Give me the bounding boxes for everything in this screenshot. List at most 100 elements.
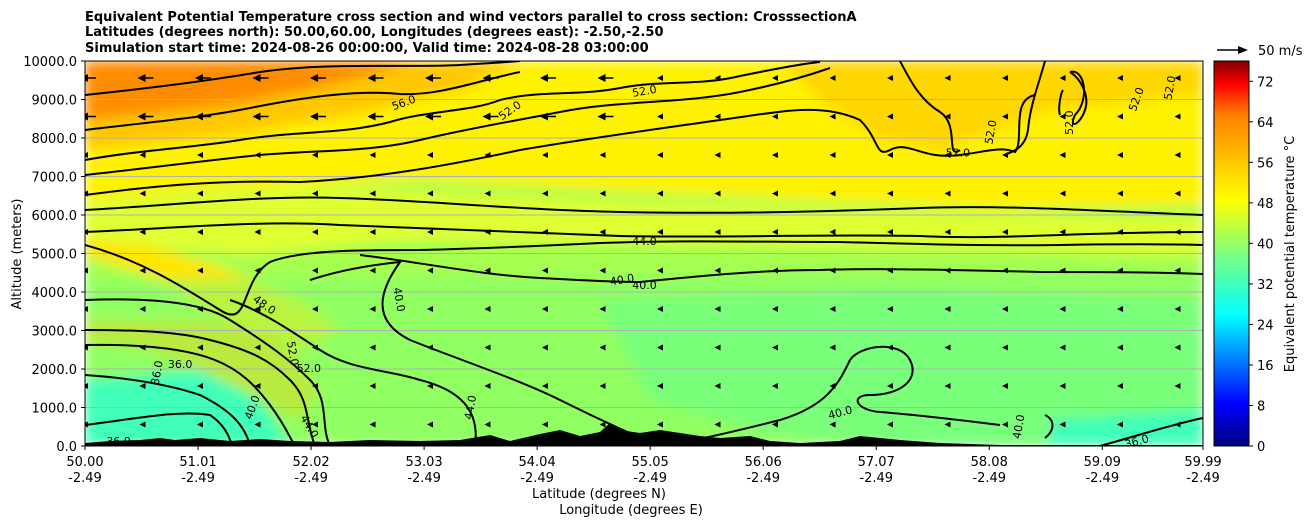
x-axis-label-longitude: Longitude (degrees E)	[559, 503, 703, 518]
contour-44-mid	[229, 299, 477, 446]
x-tick-label-lat: 54.04	[519, 455, 556, 470]
wind-vector	[310, 112, 318, 121]
wind-vector	[944, 267, 951, 274]
wind-vector	[1174, 190, 1181, 197]
wind-vector	[139, 421, 146, 428]
wind-vector	[657, 113, 663, 120]
wind-vector	[312, 229, 318, 235]
wind-vector	[85, 421, 88, 428]
wind-vector	[312, 152, 318, 158]
y-tick-label: 8000.0	[32, 132, 78, 147]
wind-vector	[599, 267, 606, 274]
wind-vector	[887, 306, 893, 312]
contour-label: 52.0	[631, 83, 657, 100]
colorbar-tick-label: 72	[1257, 75, 1274, 90]
wind-vector	[484, 421, 491, 428]
wind-vector	[1002, 75, 1008, 81]
wind-vector	[887, 229, 893, 235]
wind-vector	[427, 383, 433, 389]
wind-vector	[1117, 267, 1123, 274]
wind-vector	[252, 74, 261, 82]
wind-vector	[369, 383, 376, 389]
wind-vector	[312, 190, 318, 197]
wind-vector	[1117, 229, 1123, 235]
wind-vector	[829, 113, 836, 120]
wind-vector	[540, 112, 548, 121]
wind-vector	[714, 383, 721, 389]
contour-40-sm	[1044, 414, 1054, 439]
wind-vector	[599, 383, 606, 389]
wind-vector	[427, 421, 433, 428]
wind-vector	[944, 113, 951, 120]
colorbar-tick-label: 16	[1257, 359, 1274, 374]
y-tick-label: 2000.0	[32, 363, 78, 378]
wind-vector	[772, 267, 778, 274]
contour-56-upper	[85, 61, 521, 96]
x-tick-label-lat: 52.02	[292, 455, 329, 470]
wind-vector	[597, 112, 606, 121]
wind-vector	[1059, 152, 1066, 158]
wind-vector	[425, 112, 433, 121]
x-tick-label-lat: 59.99	[1184, 455, 1221, 470]
wind-vector	[944, 229, 951, 235]
y-tick-label: 0.0	[56, 440, 77, 455]
contour-label: 52.0	[1162, 75, 1179, 101]
x-tick-label-lat: 58.08	[971, 455, 1008, 470]
colorbar-tick-label: 8	[1257, 399, 1265, 414]
wind-vector	[139, 344, 146, 351]
wind-vector	[312, 267, 318, 274]
x-tick-label-lat: 50.00	[66, 455, 103, 470]
wind-vector	[1174, 383, 1181, 389]
contour-label: 36.0	[149, 360, 166, 386]
contour-44	[85, 240, 1203, 316]
wind-vector	[829, 152, 836, 158]
wind-vector	[772, 344, 778, 351]
wind-vector	[772, 75, 778, 81]
wind-vector	[829, 267, 836, 274]
contour-52-low	[85, 329, 316, 446]
wind-vector	[599, 190, 606, 197]
contour-52-f	[1069, 70, 1088, 125]
wind-vector	[484, 152, 491, 158]
wind-vector	[944, 152, 951, 158]
wind-vector	[367, 112, 376, 121]
wind-vector	[1002, 267, 1008, 274]
wind-vector	[312, 306, 318, 312]
y-axis: 0.0 1000.0 2000.0 3000.0 4000.0 5000.0 6000.0 7…	[23, 55, 85, 455]
wind-vector	[829, 229, 836, 235]
wind-vector	[1117, 344, 1123, 351]
x-tick-label-lon: -2.49	[972, 471, 1006, 486]
contour-label: 40.0	[390, 286, 407, 312]
contour-label: 40.0	[609, 271, 635, 288]
wind-vector	[1002, 229, 1008, 235]
plot-area: 56.0 52.052.052.0 52.052.0 52.052.044.040.0…	[85, 61, 1203, 446]
wind-vector	[85, 190, 88, 197]
colorbar-ticks: 0 8 16 24 32 40 48 56 64 72	[1249, 75, 1274, 455]
wind-vector	[1059, 113, 1066, 120]
wind-vector	[85, 344, 88, 351]
wind-vector	[85, 306, 88, 312]
wind-vector	[1174, 75, 1181, 81]
wind-vector	[139, 190, 146, 197]
x-axis-label-latitude: Latitude (degrees N)	[532, 487, 666, 502]
wind-vector	[714, 75, 721, 81]
wind-vector	[1174, 306, 1181, 312]
wind-vector	[197, 190, 203, 197]
wind-vector	[887, 75, 893, 81]
y-tick-label: 1000.0	[32, 402, 78, 417]
x-tick-label-lon: -2.49	[633, 471, 667, 486]
wind-vector	[597, 74, 606, 82]
wind-vector	[772, 229, 778, 235]
wind-vector	[542, 152, 548, 158]
contour-52-e	[1004, 61, 1046, 156]
wind-vector	[85, 267, 88, 274]
wind-reference: 50 m/s	[1217, 44, 1303, 59]
wind-vector	[714, 113, 721, 120]
wind-vector	[714, 267, 721, 274]
wind-vector	[1002, 306, 1008, 312]
wind-vector	[887, 421, 893, 428]
wind-vector	[369, 421, 376, 428]
x-tick-label-lon: -2.49	[746, 471, 780, 486]
terrain	[85, 423, 1203, 446]
wind-vector	[714, 306, 721, 312]
